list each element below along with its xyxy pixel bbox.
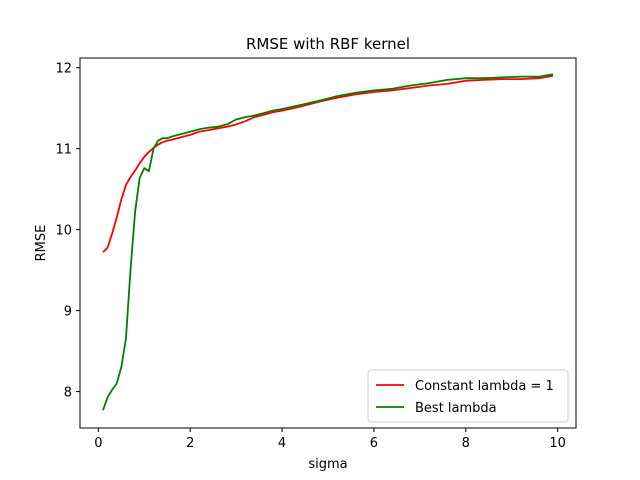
legend-label-constant-lambda: Constant lambda = 1 (415, 379, 554, 394)
series-line-best-lambda (102, 73, 554, 411)
y-tick-label: 12 (55, 62, 72, 77)
plot-lines (102, 73, 554, 411)
y-tick-label: 11 (55, 143, 72, 158)
legend-label-best-lambda: Best lambda (415, 401, 497, 416)
y-tick-label: 8 (64, 386, 72, 401)
x-tick-label: 4 (278, 436, 286, 451)
y-axis-label: RMSE (34, 225, 49, 262)
x-axis-label: sigma (308, 457, 347, 472)
y-tick-label: 10 (55, 224, 72, 239)
x-tick-label: 2 (186, 436, 194, 451)
series-line-constant-lambda (102, 74, 554, 253)
chart-title: RMSE with RBF kernel (246, 35, 410, 53)
axes-frame (79, 57, 577, 429)
x-tick-label: 10 (549, 436, 566, 451)
legend-box (367, 369, 569, 423)
x-tick-label: 8 (462, 436, 470, 451)
axes-ticks: 0 2 4 6 8 10 8 9 10 11 12 (55, 62, 565, 451)
x-tick-label: 0 (94, 436, 102, 451)
x-tick-label: 6 (370, 436, 378, 451)
legend: Constant lambda = 1 Best lambda (367, 369, 569, 423)
y-tick-label: 9 (64, 305, 72, 320)
